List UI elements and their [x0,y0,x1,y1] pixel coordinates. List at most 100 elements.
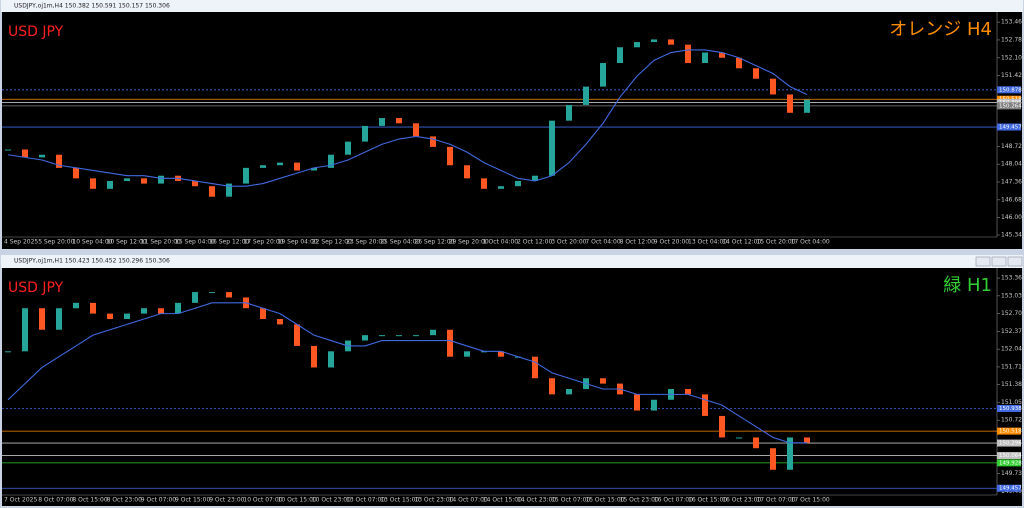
level-label: 150.878 [999,87,1022,93]
chart-area [2,12,1022,249]
candle [702,52,708,64]
level-label: 150.264 [999,103,1022,109]
candle [583,86,589,105]
y-tick-label: 152.700 [1001,310,1024,317]
x-tick-label: 13 Oct 07:00 [346,497,385,504]
level-label: 149.457 [999,125,1022,131]
close-button[interactable] [1007,256,1023,267]
level-label: 150.938 [999,406,1022,412]
candle [362,335,368,341]
candle [498,351,504,357]
y-tick-label: 153.360 [1001,275,1024,282]
candle [770,78,776,95]
candle [651,399,657,411]
x-tick-label: 16 Oct 07:00 [654,497,693,504]
candle [430,136,436,147]
candle [566,389,572,395]
x-tick-label: 13 Oct 04:00 [688,239,727,246]
minimize-button[interactable] [975,256,991,267]
candle [260,165,266,168]
x-tick-label: 1 Oct 04:00 [483,239,518,246]
candle [736,437,742,439]
x-tick-label: 5 Sep 20:00 [38,239,74,246]
x-tick-label: 15 Oct 07:00 [551,497,590,504]
x-tick-label: 15 Oct 20:00 [756,239,795,246]
x-tick-label: 7 Oct 2025 [4,497,37,504]
candle [430,329,436,336]
level-label-box [997,86,1021,94]
candle [158,308,164,314]
candle [515,180,521,187]
candle [5,149,11,151]
title-bar [1,0,1023,12]
candle [634,394,640,411]
x-tick-label: 10 Oct 15:00 [278,497,317,504]
candle [464,351,470,357]
y-tick-label: 153.460 [1001,19,1024,26]
x-tick-label: 9 Oct 15:00 [175,497,210,504]
candle [158,175,164,184]
candle [277,162,283,166]
candle [243,167,249,184]
x-tick-label: 15 Oct 23:00 [620,497,659,504]
y-tick-label: 151.380 [1001,381,1024,388]
candle [770,448,776,470]
candle [719,52,725,58]
y-tick-label: 146.000 [1001,214,1024,221]
candle [22,308,28,352]
candle [787,437,793,470]
candle [209,292,215,294]
x-tick-label: 9 Oct 20:00 [654,239,689,246]
candle [447,329,453,357]
y-tick-label: 147.360 [1001,179,1024,186]
x-tick-label: 10 Oct 23:00 [312,497,351,504]
timeframe-label: オレンジ H4 [889,19,992,40]
window-title: USDJPY,oj1m,H1 150.423 150.452 150.296 1… [14,258,170,265]
x-tick-label: 16 Oct 15:00 [688,497,727,504]
candle [532,356,538,379]
candle [73,167,79,179]
x-tick-label: 17 Oct 07:00 [756,497,795,504]
symbol-label: USD JPY [8,280,64,296]
candle [413,123,419,137]
candle [498,186,504,189]
x-tick-label: 9 Oct 07:00 [141,497,176,504]
candle [294,324,300,346]
candle [396,118,402,124]
x-tick-label: 10 Sep 12:00 [107,239,147,246]
x-tick-label: 8 Oct 23:00 [107,497,142,504]
candle [141,308,147,314]
maximize-button[interactable] [991,256,1007,267]
y-tick-label: 145.340 [1001,231,1024,238]
candle [702,394,708,416]
candle [719,415,725,438]
candle [379,335,385,337]
x-tick-label: 9 Oct 23:00 [209,497,244,504]
candle [753,437,759,449]
x-tick-label: 8 Oct 07:00 [38,497,73,504]
y-tick-label: 152.040 [1001,346,1024,353]
moving-average [7,302,807,444]
candle [634,42,640,48]
candle [736,57,742,69]
y-tick-label: 152.370 [1001,328,1024,335]
candle [447,146,453,166]
y-tick-label: 151.420 [1001,72,1024,79]
candle [668,39,674,45]
candle [549,120,555,176]
candle [311,167,317,171]
level-label-box [997,439,1021,447]
candle [226,292,232,298]
x-tick-label: 15 Sep 04:00 [175,239,215,246]
candle [566,104,572,121]
level-label-box [997,404,1021,412]
y-tick-label: 151.710 [1001,363,1024,370]
candle [345,141,351,155]
candle [311,345,317,368]
candle [804,437,810,443]
level-label: 149.457 [999,486,1022,492]
candle [73,302,79,309]
candle [617,47,623,64]
